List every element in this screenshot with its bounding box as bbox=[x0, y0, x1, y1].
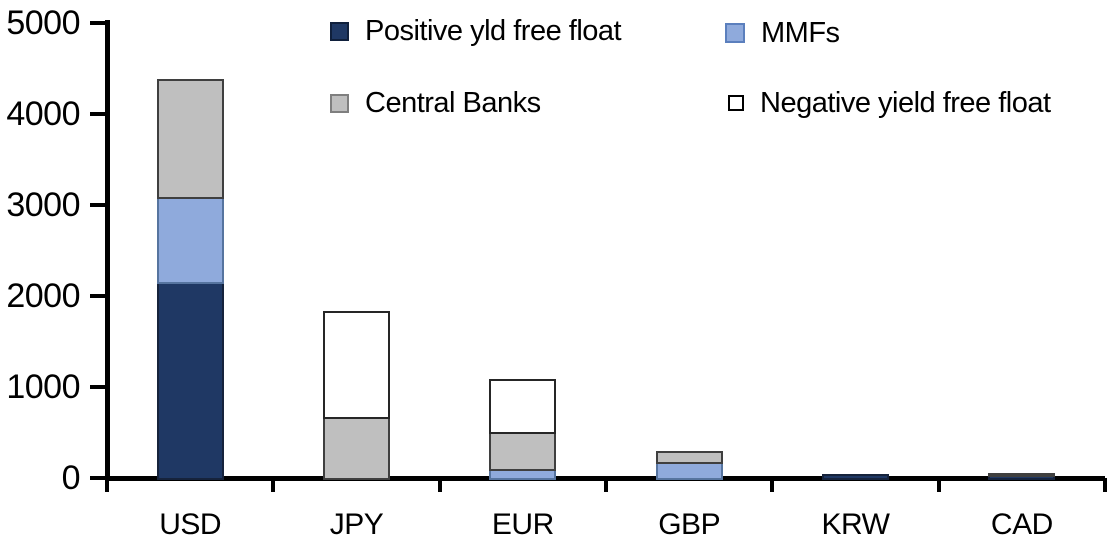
y-tick-label: 2000 bbox=[6, 277, 80, 315]
legend-swatch-icon bbox=[330, 21, 349, 41]
y-tick bbox=[90, 385, 108, 389]
y-tick bbox=[90, 21, 108, 25]
bar-segment bbox=[323, 311, 390, 420]
y-tick-label: 5000 bbox=[6, 4, 80, 42]
y-tick bbox=[90, 112, 108, 116]
y-tick-label: 3000 bbox=[6, 186, 80, 224]
legend-swatch-icon bbox=[728, 95, 744, 111]
legend-item-mmfs: MMFs bbox=[725, 14, 840, 52]
bar-segment bbox=[156, 196, 224, 285]
x-axis-label: USD bbox=[159, 508, 222, 541]
y-tick bbox=[90, 294, 108, 298]
x-tick bbox=[437, 478, 442, 492]
legend-label: Positive yld free float bbox=[365, 14, 622, 47]
legend-label: Central Banks bbox=[365, 86, 541, 119]
x-tick bbox=[604, 478, 608, 492]
y-axis-line bbox=[105, 20, 110, 481]
x-axis-label: CAD bbox=[990, 508, 1053, 541]
x-axis-label: KRW bbox=[821, 508, 890, 541]
y-tick bbox=[90, 203, 108, 207]
legend-swatch-icon bbox=[330, 93, 349, 113]
bar-segment bbox=[156, 79, 224, 199]
legend-swatch-icon bbox=[725, 23, 745, 43]
bar-segment bbox=[822, 474, 889, 480]
legend-item-central-banks: Central Banks bbox=[330, 84, 541, 122]
x-tick bbox=[770, 478, 775, 492]
x-tick bbox=[936, 478, 941, 492]
legend-label: MMFs bbox=[761, 16, 840, 49]
bar-segment bbox=[655, 450, 723, 464]
legend-label: Negative yield free float bbox=[760, 86, 1051, 119]
y-tick bbox=[90, 476, 108, 480]
y-tick-label: 1000 bbox=[6, 368, 80, 406]
bar-segment bbox=[323, 417, 390, 480]
bar-segment bbox=[156, 282, 224, 480]
y-tick-label: 0 bbox=[61, 459, 81, 497]
legend-item-positive-yld-free-float: Positive yld free float bbox=[330, 12, 622, 50]
x-tick bbox=[271, 478, 276, 492]
bar-segment bbox=[988, 472, 1056, 478]
x-tick bbox=[105, 478, 109, 492]
x-tick bbox=[1103, 478, 1107, 492]
bar-segment bbox=[489, 378, 557, 434]
x-axis-label: JPY bbox=[329, 508, 384, 541]
bar-segment bbox=[489, 431, 557, 471]
legend-item-negative-yield-free-float: Negative yield free float bbox=[728, 84, 1051, 122]
x-axis-label: EUR bbox=[491, 508, 554, 541]
bar-segment bbox=[655, 461, 723, 480]
y-tick-label: 4000 bbox=[6, 95, 80, 133]
x-axis-label: GBP bbox=[658, 508, 721, 541]
